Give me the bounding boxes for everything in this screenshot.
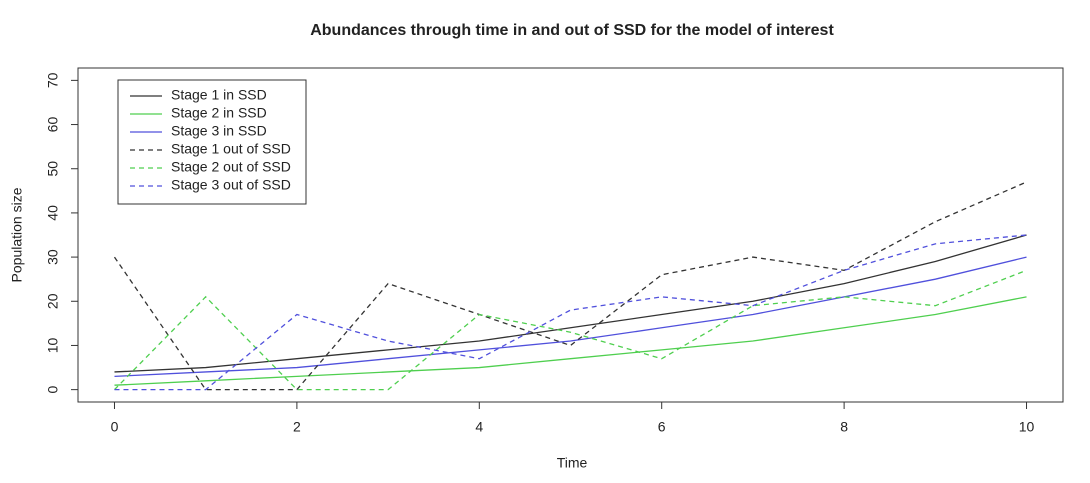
y-tick-label: 50 bbox=[45, 161, 61, 177]
y-tick-label: 70 bbox=[45, 72, 61, 88]
y-tick-label: 40 bbox=[45, 205, 61, 221]
legend-label: Stage 1 in SSD bbox=[171, 87, 267, 103]
x-tick-label: 6 bbox=[658, 419, 666, 435]
series-line bbox=[113, 181, 1027, 391]
chart-title: Abundances through time in and out of SS… bbox=[310, 22, 834, 39]
legend-label: Stage 1 out of SSD bbox=[171, 141, 291, 157]
legend-label: Stage 2 out of SSD bbox=[171, 159, 291, 175]
x-tick-label: 2 bbox=[293, 419, 301, 435]
y-tick-label: 20 bbox=[45, 293, 61, 309]
y-tick-label: 10 bbox=[45, 337, 61, 353]
y-tick-label: 60 bbox=[45, 117, 61, 133]
x-tick-label: 10 bbox=[1019, 419, 1035, 435]
x-tick-label: 0 bbox=[111, 419, 119, 435]
series-line bbox=[114, 234, 1027, 373]
series-line bbox=[114, 296, 1027, 386]
x-axis-label: Time bbox=[557, 455, 588, 471]
plot-frame bbox=[77, 67, 1064, 403]
legend-label: Stage 2 in SSD bbox=[171, 105, 267, 121]
x-tick-label: 8 bbox=[840, 419, 848, 435]
series-line bbox=[114, 234, 1027, 391]
y-tick-label: 0 bbox=[45, 386, 61, 394]
legend-label: Stage 3 out of SSD bbox=[171, 177, 291, 193]
y-axis-label: Population size bbox=[9, 187, 25, 282]
legend-box bbox=[117, 79, 307, 205]
legend-label: Stage 3 in SSD bbox=[171, 123, 267, 139]
series-line bbox=[114, 256, 1027, 378]
x-tick-label: 4 bbox=[475, 419, 483, 435]
y-tick-label: 30 bbox=[45, 249, 61, 265]
series-line bbox=[114, 269, 1027, 391]
